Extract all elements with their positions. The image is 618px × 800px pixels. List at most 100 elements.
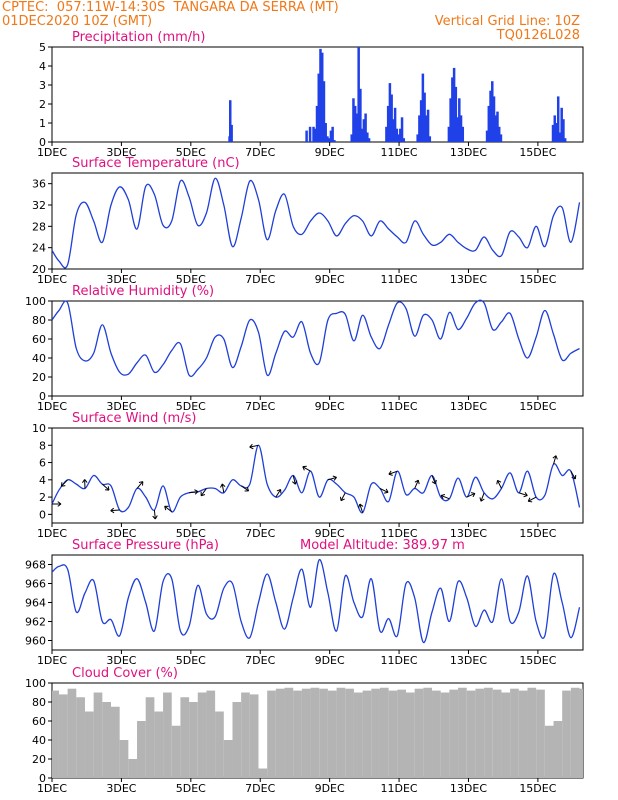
- wind-arrow: [527, 496, 537, 502]
- precip-bar: [388, 83, 392, 142]
- wind-arrow: [480, 492, 485, 502]
- wind-arrow-head: [440, 493, 446, 500]
- cloud-bar: [154, 711, 164, 778]
- press-series-line: [51, 559, 581, 644]
- cloud-ytick-label-1: 20: [32, 753, 46, 766]
- cloud-bar: [241, 692, 250, 778]
- header-station-line: CPTEC: 057:11W-14:30S TANGARA DA SERRA (…: [2, 0, 339, 15]
- rh-xtick-label-6: 13DEC: [450, 400, 487, 413]
- precip-bar: [367, 138, 371, 142]
- rh-xtick-label-5: 11DEC: [381, 400, 418, 413]
- temp-ytick-label-1: 24: [32, 242, 46, 255]
- precip-bar: [425, 115, 428, 142]
- rh-frame: [51, 300, 584, 397]
- press-xtick-label-4: 9DEC: [315, 654, 345, 667]
- precip-bar: [447, 126, 451, 142]
- press-xtick-label-5: 11DEC: [381, 654, 418, 667]
- precip-bar: [393, 107, 397, 142]
- rh-ytick-label-1: 20: [32, 371, 46, 384]
- wind-arrow-head: [384, 488, 389, 494]
- wind-arrow: [249, 444, 259, 448]
- cloud-bar: [458, 687, 467, 778]
- wind-arrow-head: [571, 474, 577, 480]
- cloud-bar: [128, 759, 138, 778]
- temp-xtick-label-4: 9DEC: [315, 273, 345, 286]
- cloud-bar: [310, 687, 320, 778]
- press-xtick-label-2: 5DEC: [176, 654, 206, 667]
- precip-bar: [560, 107, 563, 142]
- press-xtick-label-6: 13DEC: [450, 654, 487, 667]
- precip-bar: [362, 119, 366, 142]
- cloud-ytick-label-5: 100: [25, 677, 46, 690]
- precip-bar: [319, 48, 322, 142]
- temp-series-line: [51, 177, 581, 269]
- wind-arrow: [497, 480, 502, 489]
- cloud-bar: [163, 692, 172, 778]
- wind-frame: [51, 427, 584, 524]
- cloud-bar: [510, 688, 519, 778]
- cloud-bar: [180, 697, 190, 778]
- cloud-bar: [189, 702, 198, 778]
- precip-bar: [320, 52, 324, 143]
- precip-bar: [399, 128, 402, 142]
- cloud-bar: [336, 687, 346, 778]
- cloud-ytick-label-2: 40: [32, 734, 46, 747]
- press-ytick-label-2: 964: [25, 597, 46, 610]
- wind-arrow-head: [302, 465, 307, 471]
- cloud-bar: [327, 690, 337, 778]
- precip-bar: [366, 132, 369, 142]
- rh-ytick-label-4: 80: [32, 314, 46, 327]
- temp-xtick-label-2: 5DEC: [176, 273, 206, 286]
- precip-bar: [353, 105, 357, 142]
- precip-bar: [499, 134, 503, 142]
- cloud-bar: [284, 687, 294, 778]
- cloud-xtick-label-7: 15DEC: [519, 782, 556, 795]
- wind-title: Surface Wind (m/s): [72, 411, 196, 426]
- precip-bar: [555, 123, 558, 142]
- wind-arrow-head: [276, 488, 282, 494]
- precip-bar: [556, 96, 560, 142]
- precip-bar: [314, 128, 317, 142]
- wind-arrow-head: [552, 455, 558, 460]
- temp-ytick-label-0: 20: [32, 263, 46, 276]
- precip-bar: [451, 77, 454, 142]
- cloud-xtick-label-5: 11DEC: [381, 782, 418, 795]
- precip-bar: [418, 115, 421, 142]
- cloud-bar: [518, 690, 528, 778]
- wind-xtick-label-6: 13DEC: [450, 527, 487, 540]
- wind-arrow: [340, 492, 346, 501]
- precip-bar: [485, 130, 489, 142]
- rh-xtick-label-3: 7DEC: [245, 400, 275, 413]
- precip-bar: [452, 67, 456, 142]
- precip-bar: [308, 126, 312, 142]
- precip-bar: [400, 117, 404, 142]
- press-xtick-label-7: 15DEC: [519, 654, 556, 667]
- press-xtick-label-3: 7DEC: [245, 654, 275, 667]
- press-panel: 960 962 964 966 968 1DEC 3DEC 5DEC 7DEC 9DEC 11DEC…: [25, 538, 584, 667]
- cloud-bar: [423, 687, 433, 778]
- precip-bar: [350, 134, 353, 142]
- cloud-bar: [379, 687, 389, 778]
- wind-series-line: [51, 444, 581, 514]
- wind-xtick-label-0: 1DEC: [37, 527, 67, 540]
- wind-arrow-head: [527, 497, 533, 503]
- cloud-bar: [319, 688, 328, 778]
- wind-arrow-head: [152, 515, 158, 520]
- precip-bar: [416, 134, 419, 142]
- cloud-bar: [388, 690, 398, 778]
- cloud-ytick-label-3: 60: [32, 715, 46, 728]
- wind-arrow: [110, 509, 120, 512]
- wind-arrow: [153, 509, 156, 520]
- cloud-xtick-label-4: 9DEC: [315, 782, 345, 795]
- wind-arrow-head: [470, 492, 476, 498]
- wind-arrow-head: [479, 497, 485, 502]
- precip-ytick-label-0: 0: [39, 136, 46, 149]
- cloud-bar: [258, 768, 268, 778]
- precip-bar: [428, 136, 432, 142]
- precip-xtick-label-6: 13DEC: [450, 146, 487, 159]
- precip-bar: [364, 113, 367, 142]
- cloud-bar: [267, 690, 276, 778]
- precip-ytick-label-5: 5: [39, 41, 46, 54]
- wind-arrow-head: [249, 443, 254, 450]
- precip-bar: [423, 92, 426, 142]
